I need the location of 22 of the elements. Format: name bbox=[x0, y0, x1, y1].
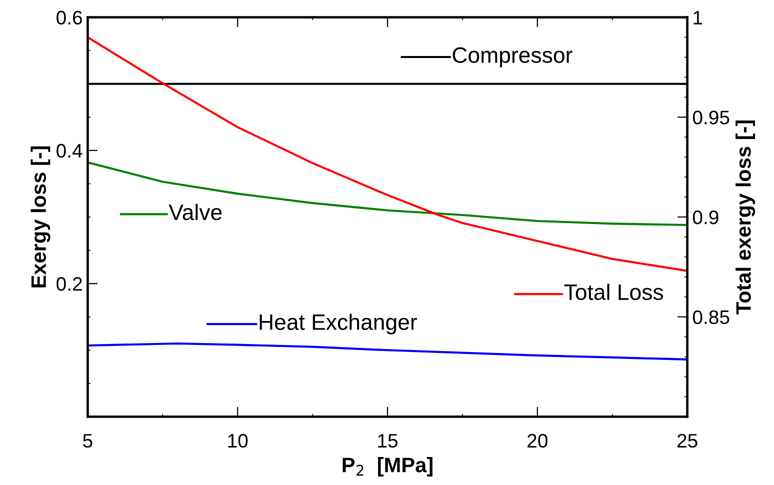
x-tick-label: 20 bbox=[528, 434, 548, 448]
y2-axis-title: Total exergy loss [-] bbox=[736, 120, 756, 314]
y-tick-label: 0.6 bbox=[56, 10, 82, 25]
line-series bbox=[88, 161, 688, 226]
legend-label: Total Loss bbox=[564, 284, 664, 300]
y2-tick-label: 0.9 bbox=[692, 210, 718, 224]
y2-tick-label: 1 bbox=[694, 10, 702, 24]
x-tick-label: 25 bbox=[677, 434, 698, 448]
x-axis-title: P$_{2}$ [MPa] bbox=[342, 457, 432, 476]
y2-tick-label: 0.95 bbox=[692, 110, 730, 124]
legend-label: Valve bbox=[168, 204, 222, 220]
line-series bbox=[88, 342, 688, 361]
y-axis-title: Exergy loss [-] bbox=[30, 146, 50, 288]
y2-tick-label: 0.85 bbox=[692, 310, 730, 324]
y-tick-label: 0.2 bbox=[56, 277, 82, 291]
y-tick-label: 0.4 bbox=[56, 144, 82, 158]
x-tick-label: 5 bbox=[83, 434, 92, 448]
legend-label: Compressor bbox=[452, 47, 572, 68]
line-series bbox=[88, 36, 688, 272]
x-tick-label: 15 bbox=[378, 434, 398, 448]
x-tick-label: 10 bbox=[228, 434, 248, 448]
legend-label: Heat Exchanger bbox=[260, 314, 417, 334]
